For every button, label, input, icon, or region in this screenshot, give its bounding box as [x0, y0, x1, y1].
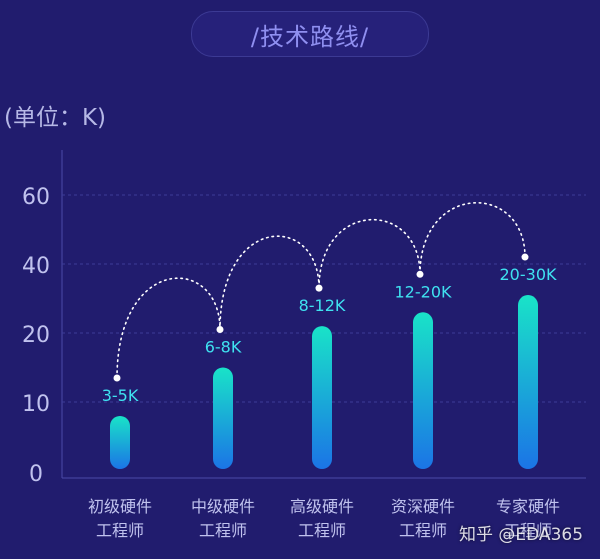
x-category-label: 工程师 — [199, 521, 247, 540]
y-tick-label: 20 — [22, 323, 50, 348]
x-category-label: 工程师 — [399, 521, 447, 540]
level-dot — [521, 253, 529, 261]
chart-title: /技术路线/ — [191, 11, 429, 57]
bar — [413, 312, 433, 469]
x-category-label: 工程师 — [96, 521, 144, 540]
data-label: 6-8K — [205, 338, 242, 357]
watermark: 知乎 @EDA365 — [459, 525, 584, 545]
y-tick-label: 40 — [22, 254, 50, 279]
data-label: 3-5K — [102, 386, 139, 405]
x-category-label: 资深硬件 — [391, 497, 455, 516]
x-category-label: 专家硬件 — [496, 497, 560, 516]
x-category-label: 中级硬件 — [191, 497, 255, 516]
bar — [312, 326, 332, 469]
arc-connector — [219, 235, 320, 331]
arc-connector — [116, 277, 221, 379]
x-category-label: 初级硬件 — [88, 497, 152, 516]
y-tick-label: 60 — [22, 185, 50, 210]
arc-connector — [318, 218, 421, 289]
bar — [518, 295, 538, 469]
y-tick-label: 0 — [29, 462, 43, 487]
y-tick-label: 10 — [22, 392, 50, 417]
x-category-label: 高级硬件 — [290, 497, 354, 516]
unit-label: (单位：K) — [4, 105, 107, 131]
data-label: 12-20K — [395, 282, 452, 301]
data-label: 20-30K — [500, 265, 557, 284]
bar — [213, 367, 233, 469]
x-category-label: 工程师 — [504, 521, 552, 540]
bar — [110, 416, 130, 469]
x-category-label: 工程师 — [298, 521, 346, 540]
data-label: 8-12K — [299, 296, 346, 315]
